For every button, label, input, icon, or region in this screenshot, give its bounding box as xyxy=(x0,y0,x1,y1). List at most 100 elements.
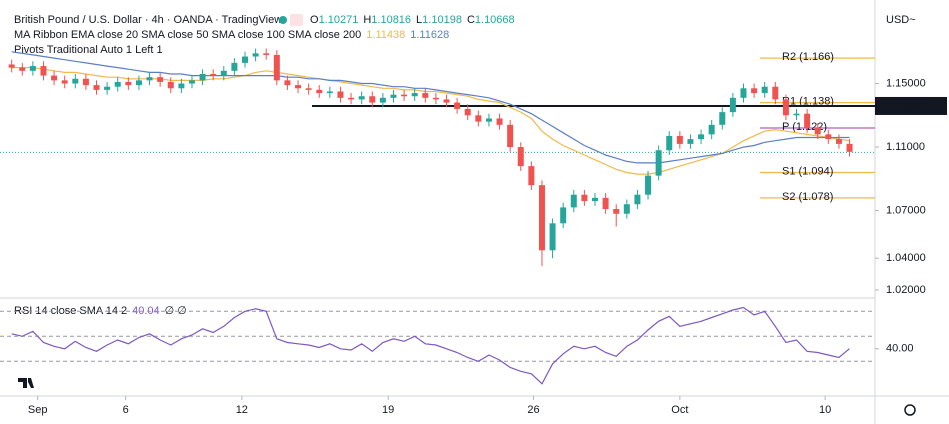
candle-body xyxy=(337,91,344,98)
candle-body xyxy=(104,86,111,90)
candle-body xyxy=(210,74,217,76)
rsi-tick-label: 40.00 xyxy=(886,343,914,355)
candle-body xyxy=(284,80,291,86)
candle-body xyxy=(454,102,461,109)
pivot-label: R1 (1.138) xyxy=(782,95,834,107)
y-tick-label: 1.04000 xyxy=(886,252,926,264)
candle-body xyxy=(401,94,408,97)
candle-body xyxy=(655,150,662,176)
candle-body xyxy=(29,66,36,71)
x-tick-label: 26 xyxy=(527,404,539,416)
candle-body xyxy=(146,77,153,81)
candle-body xyxy=(592,197,598,202)
ma-legend: MA Ribbon EMA close 20 SMA close 50 SMA … xyxy=(14,29,449,41)
tradingview-logo xyxy=(18,378,34,388)
candle-body xyxy=(676,135,683,144)
candle-body xyxy=(348,97,355,100)
candle-body xyxy=(634,194,641,205)
ohlc-values: O1.10271 H1.10816 L1.10198 C1.10668 xyxy=(310,14,515,26)
ohlc-label: O xyxy=(310,14,319,26)
candle-body xyxy=(188,80,195,84)
candle-body xyxy=(19,67,26,71)
candle-body xyxy=(613,209,620,214)
candle-body xyxy=(835,139,842,144)
y-tick-label: 1.15000 xyxy=(886,77,926,89)
candle-body xyxy=(645,175,652,195)
candle-body xyxy=(167,81,174,89)
candle-body xyxy=(316,89,323,94)
candle-body xyxy=(358,96,365,100)
candle-body xyxy=(825,134,832,140)
candle-body xyxy=(719,112,726,125)
candle-body xyxy=(295,85,302,89)
x-tick-label: 6 xyxy=(123,404,129,416)
level-label-box xyxy=(875,96,947,115)
y-tick-label: 1.11000 xyxy=(886,141,925,153)
candle-body xyxy=(528,166,535,186)
logo-shape xyxy=(18,378,34,388)
candle-body xyxy=(114,81,121,87)
gear-icon[interactable] xyxy=(904,404,916,416)
candle-body xyxy=(326,91,333,94)
currency-button[interactable]: USD~ xyxy=(886,14,916,26)
rsi-value: 40.04 xyxy=(132,305,160,317)
pivot-label: S2 (1.078) xyxy=(782,191,833,203)
candle-body xyxy=(135,80,142,86)
candle-body xyxy=(220,70,227,76)
compare-icon[interactable] xyxy=(290,14,303,26)
ohlc-label: L xyxy=(416,14,422,26)
pivots-legend: Pivots Traditional Auto 1 Left 1 xyxy=(14,44,163,56)
candle-body xyxy=(82,78,89,86)
candle-body xyxy=(61,80,68,84)
settings-gear[interactable] xyxy=(904,404,916,416)
candle-body xyxy=(751,88,758,94)
candle-body xyxy=(761,86,768,94)
candle-body xyxy=(273,54,280,81)
candle-body xyxy=(379,97,386,103)
candle-body xyxy=(422,93,429,98)
candle-body xyxy=(157,77,164,82)
candle-body xyxy=(475,115,482,122)
candle-body xyxy=(517,147,524,167)
candle-body xyxy=(793,113,800,116)
candle-body xyxy=(390,94,397,98)
candle-body xyxy=(538,185,545,251)
candle-body xyxy=(698,134,705,140)
ma-value: 1.11628 xyxy=(410,29,449,41)
candle-body xyxy=(623,204,630,214)
ohlc-value: 1.10668 xyxy=(475,14,515,26)
candle-body xyxy=(708,124,715,135)
candle-body xyxy=(252,53,259,57)
candle-body xyxy=(464,108,471,116)
candle-body xyxy=(602,197,609,209)
x-tick-label: Oct xyxy=(671,404,688,416)
candle-body xyxy=(485,118,492,122)
x-tick-label: 19 xyxy=(382,404,394,416)
y-tick-label: 1.07000 xyxy=(886,204,926,216)
candle-body xyxy=(549,223,556,251)
candle-body xyxy=(687,139,694,144)
candle-body xyxy=(8,64,15,68)
candle-body xyxy=(242,56,248,63)
candle-body xyxy=(443,99,450,103)
candle-body xyxy=(72,78,79,84)
ohlc-label: C xyxy=(467,14,475,26)
candle-body xyxy=(560,207,567,224)
ma-line xyxy=(11,51,850,164)
candle-body xyxy=(814,128,821,135)
candle-body xyxy=(231,62,238,71)
ohlc-value: 1.10816 xyxy=(371,14,411,26)
x-tick-label: 12 xyxy=(236,404,248,416)
ohlc-label: H xyxy=(363,14,371,26)
chart-title: British Pound / U.S. Dollar · 4h · OANDA… xyxy=(14,14,282,26)
candle-body xyxy=(581,194,588,202)
candle-body xyxy=(51,75,58,81)
candle-body xyxy=(507,124,514,148)
candle-body xyxy=(846,143,853,152)
candle-body xyxy=(93,85,100,90)
candle-body xyxy=(411,93,418,97)
candle-body xyxy=(125,81,132,86)
candle-body xyxy=(178,83,185,89)
